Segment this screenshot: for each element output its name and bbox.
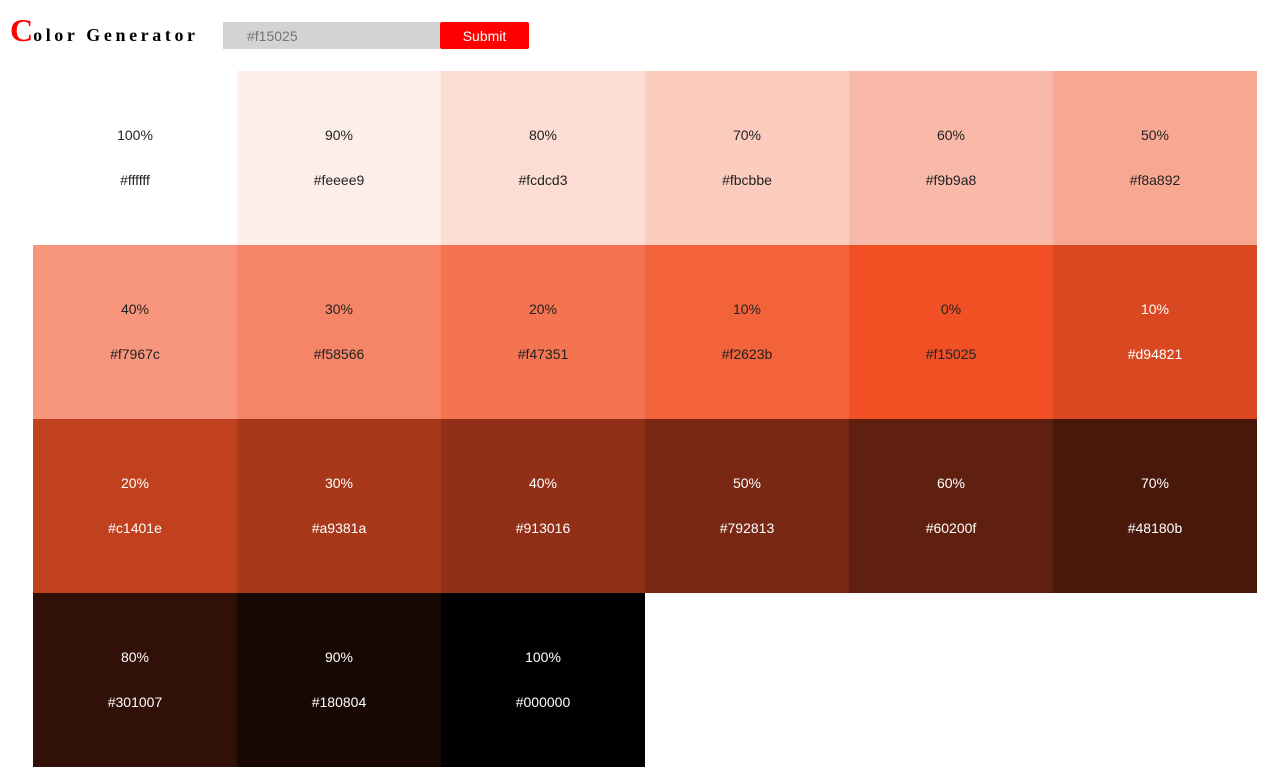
logo-first-letter: C — [10, 12, 34, 48]
swatch-weight: 90% — [324, 127, 354, 143]
logo-title-text: olor Generator — [33, 25, 199, 45]
swatch-hex: #301007 — [107, 694, 163, 710]
color-swatch[interactable]: 50% #f8a892 — [1053, 71, 1257, 245]
swatch-hex: #f2623b — [721, 346, 773, 362]
swatch-hex: #ffffff — [120, 172, 150, 188]
swatch-hex: #d94821 — [1127, 346, 1183, 362]
app-logo: Color Generator — [10, 12, 199, 49]
swatch-weight: 30% — [324, 301, 354, 317]
swatch-hex: #f7967c — [110, 346, 160, 362]
swatch-hex: #913016 — [515, 520, 571, 536]
swatch-weight: 20% — [528, 301, 558, 317]
color-input[interactable] — [223, 22, 440, 49]
swatch-hex: #180804 — [311, 694, 367, 710]
color-swatch[interactable]: 80% #301007 — [33, 593, 237, 767]
swatch-hex: #c1401e — [108, 520, 162, 536]
swatch-grid: 100% #ffffff 90% #feeee9 80% #fcdcd3 70% #fbcbb… — [33, 71, 1257, 767]
swatch-weight: 70% — [1140, 475, 1170, 491]
swatch-weight: 10% — [1140, 301, 1170, 317]
color-swatch[interactable]: 30% #f58566 — [237, 245, 441, 419]
swatch-weight: 40% — [120, 301, 150, 317]
color-swatch[interactable]: 20% #c1401e — [33, 419, 237, 593]
color-swatch[interactable]: 50% #792813 — [645, 419, 849, 593]
swatch-weight: 50% — [1140, 127, 1170, 143]
color-swatch[interactable]: 70% #48180b — [1053, 419, 1257, 593]
swatch-hex: #f47351 — [517, 346, 569, 362]
swatch-weight: 60% — [936, 475, 966, 491]
swatch-weight: 80% — [120, 649, 150, 665]
swatch-hex: #fbcbbe — [722, 172, 772, 188]
swatch-hex: #fcdcd3 — [518, 172, 568, 188]
swatch-hex: #000000 — [515, 694, 571, 710]
swatch-weight: 20% — [120, 475, 150, 491]
color-swatch[interactable]: 60% #60200f — [849, 419, 1053, 593]
swatch-hex: #f9b9a8 — [925, 172, 977, 188]
swatch-weight: 80% — [528, 127, 558, 143]
color-swatch[interactable]: 10% #f2623b — [645, 245, 849, 419]
swatch-hex: #f15025 — [925, 346, 977, 362]
swatch-hex: #f8a892 — [1129, 172, 1181, 188]
swatch-hex: #f58566 — [313, 346, 365, 362]
swatch-weight: 100% — [525, 649, 561, 665]
swatch-weight: 30% — [324, 475, 354, 491]
color-swatch[interactable]: 40% #f7967c — [33, 245, 237, 419]
swatch-weight: 100% — [117, 127, 153, 143]
color-swatch[interactable]: 80% #fcdcd3 — [441, 71, 645, 245]
swatch-hex: #feeee9 — [313, 172, 365, 188]
swatch-hex: #60200f — [925, 520, 977, 536]
color-swatch[interactable]: 60% #f9b9a8 — [849, 71, 1053, 245]
swatch-hex: #a9381a — [311, 520, 367, 536]
color-swatch[interactable]: 10% #d94821 — [1053, 245, 1257, 419]
swatch-weight: 0% — [940, 301, 962, 317]
color-swatch[interactable]: 0% #f15025 — [849, 245, 1053, 419]
color-swatch[interactable]: 20% #f47351 — [441, 245, 645, 419]
swatch-weight: 40% — [528, 475, 558, 491]
swatch-hex: #792813 — [719, 520, 775, 536]
swatch-weight: 70% — [732, 127, 762, 143]
color-swatch[interactable]: 70% #fbcbbe — [645, 71, 849, 245]
swatch-hex: #48180b — [1127, 520, 1183, 536]
swatch-weight: 10% — [732, 301, 762, 317]
color-swatch[interactable]: 40% #913016 — [441, 419, 645, 593]
color-swatch[interactable]: 90% #feeee9 — [237, 71, 441, 245]
color-swatch[interactable]: 100% #000000 — [441, 593, 645, 767]
swatch-weight: 90% — [324, 649, 354, 665]
color-swatch[interactable]: 30% #a9381a — [237, 419, 441, 593]
submit-button[interactable]: Submit — [440, 22, 529, 49]
header: Color Generator Submit — [0, 0, 1280, 60]
color-swatch[interactable]: 100% #ffffff — [33, 71, 237, 245]
color-swatch[interactable]: 90% #180804 — [237, 593, 441, 767]
swatch-weight: 50% — [732, 475, 762, 491]
swatch-weight: 60% — [936, 127, 966, 143]
